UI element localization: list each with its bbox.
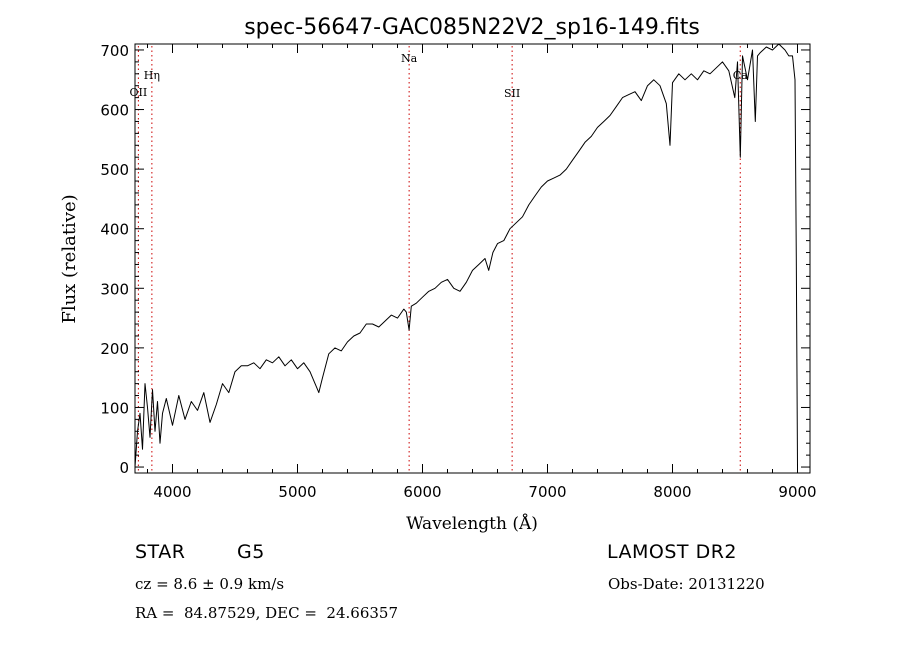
line-marker-label: Na — [401, 52, 418, 65]
plot-frame — [134, 43, 811, 474]
spectrum-line — [134, 43, 798, 468]
y-tick-label: 300 — [100, 280, 129, 298]
y-tick-label: 200 — [100, 340, 129, 358]
line-marker-label: SII — [504, 87, 520, 100]
chart-title: spec-56647-GAC085N22V2_sp16-149.fits — [244, 15, 700, 40]
spectrum-series — [134, 43, 798, 468]
x-tick-label: 4000 — [153, 483, 191, 501]
x-axis-label: Wavelength (Å) — [406, 513, 538, 534]
y-tick-label: 500 — [100, 161, 129, 179]
y-tick-label: 600 — [100, 102, 129, 120]
object-subclass: G5 — [237, 541, 265, 563]
line-marker-label: OII — [130, 86, 148, 99]
y-tick-label: 700 — [100, 42, 129, 60]
y-tick-label: 0 — [119, 459, 129, 477]
x-tick-label: 7000 — [528, 483, 566, 501]
y-tick-label: 100 — [100, 399, 129, 417]
survey-name: LAMOST DR2 — [607, 541, 737, 563]
x-tick-label: 6000 — [403, 483, 441, 501]
axis-ticks: 4000 5000 6000 7000 8000 9000 0 100 200 300 400 500… — [100, 42, 816, 501]
redshift-cz: cz = 8.6 ± 0.9 km/s — [135, 575, 285, 593]
y-tick-label: 400 — [100, 221, 129, 239]
obs-date: Obs-Date: 20131220 — [608, 575, 765, 593]
coordinates: RA = 84.87529, DEC = 24.66357 — [135, 604, 399, 622]
x-tick-label: 5000 — [278, 483, 316, 501]
x-tick-label: 8000 — [653, 483, 691, 501]
x-tick-label: 9000 — [778, 483, 816, 501]
line-marker-label: Hη — [144, 69, 160, 82]
y-axis-label: Flux (relative) — [59, 194, 80, 323]
object-type: STAR — [135, 541, 186, 563]
